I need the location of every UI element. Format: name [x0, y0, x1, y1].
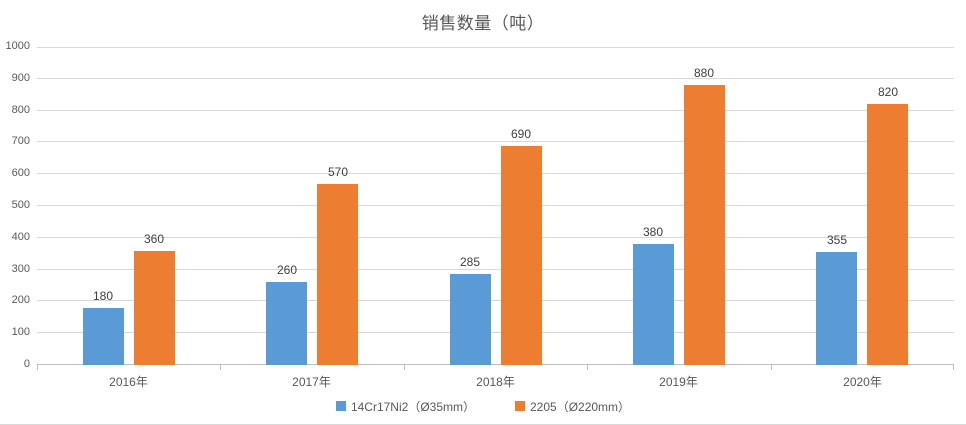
x-axis-label: 2019年 — [659, 375, 698, 389]
legend-swatch-series1-icon — [335, 401, 346, 411]
legend: 14Cr17Ni2（Ø35mm） 2205（Ø220mm） — [0, 397, 966, 415]
x-axis-label: 2016年 — [109, 375, 148, 389]
x-axis-tick — [220, 365, 221, 370]
y-axis-label: 600 — [11, 167, 30, 179]
bar-value-label: 180 — [92, 289, 114, 303]
bar-series2-2018年[interactable] — [501, 146, 542, 365]
x-axis-label: 2018年 — [476, 375, 515, 389]
legend-item-series2[interactable]: 2205（Ø220mm） — [515, 398, 630, 415]
x-axis-tick — [404, 365, 405, 370]
gridline — [37, 269, 954, 270]
bar-value-label: 260 — [276, 263, 298, 277]
y-axis-label: 100 — [11, 326, 30, 338]
chart-title: 销售数量（吨） — [421, 14, 545, 33]
legend-item-series1[interactable]: 14Cr17Ni2（Ø35mm） — [335, 398, 475, 415]
bar-value-label: 285 — [459, 255, 481, 269]
bar-series1-2019年[interactable] — [633, 244, 674, 365]
x-axis-tick — [587, 365, 588, 370]
gridline — [37, 141, 954, 142]
bar-value-label: 880 — [693, 66, 715, 80]
legend-label-series2: 2205（Ø220mm） — [530, 399, 631, 414]
y-axis-label: 1000 — [5, 40, 30, 52]
gridline — [37, 300, 954, 301]
y-axis-label: 900 — [11, 72, 30, 84]
plot-area: 0 100 200 300 400 500 600 700 800 900 1000 2016年 180… — [6, 40, 954, 389]
bar-value-label: 570 — [327, 165, 349, 179]
y-axis-label: 500 — [11, 199, 30, 211]
gridline — [37, 110, 954, 111]
bar-series2-2017年[interactable] — [317, 184, 358, 365]
y-axis-label: 300 — [11, 263, 30, 275]
y-axis-label: 800 — [11, 104, 30, 116]
x-axis-tick — [953, 365, 954, 370]
bar-value-label: 355 — [826, 233, 848, 247]
bar-series1-2016年[interactable] — [83, 308, 124, 365]
y-axis-label: 700 — [11, 135, 30, 147]
legend-swatch-series2-icon — [515, 401, 525, 411]
bar-series1-2017年[interactable] — [266, 282, 307, 365]
y-axis-label: 200 — [11, 294, 30, 306]
gridline — [37, 173, 954, 174]
bar-series1-2018年[interactable] — [450, 274, 491, 365]
gridline — [37, 78, 954, 79]
x-axis-label: 2020年 — [843, 375, 882, 389]
x-axis-tick — [771, 365, 772, 370]
gridline — [37, 47, 954, 48]
bar-series2-2016年[interactable] — [134, 251, 175, 365]
gridline — [37, 332, 954, 333]
gridline — [37, 205, 954, 206]
gridline — [37, 237, 954, 238]
bar-value-label: 820 — [877, 85, 899, 99]
x-axis-line — [37, 364, 954, 365]
bar-series2-2020年[interactable] — [867, 104, 908, 365]
bar-series1-2020年[interactable] — [816, 252, 857, 365]
bar-series2-2019年[interactable] — [684, 85, 725, 365]
bar-value-label: 360 — [143, 232, 165, 246]
y-axis-label: 0 — [23, 358, 30, 370]
x-axis-tick — [37, 365, 38, 370]
bar-value-label: 380 — [642, 225, 664, 239]
legend-label-series1: 14Cr17Ni2（Ø35mm） — [350, 399, 475, 414]
y-axis-label: 400 — [11, 231, 30, 243]
bar-value-label: 690 — [510, 127, 532, 141]
x-axis-label: 2017年 — [292, 375, 331, 389]
